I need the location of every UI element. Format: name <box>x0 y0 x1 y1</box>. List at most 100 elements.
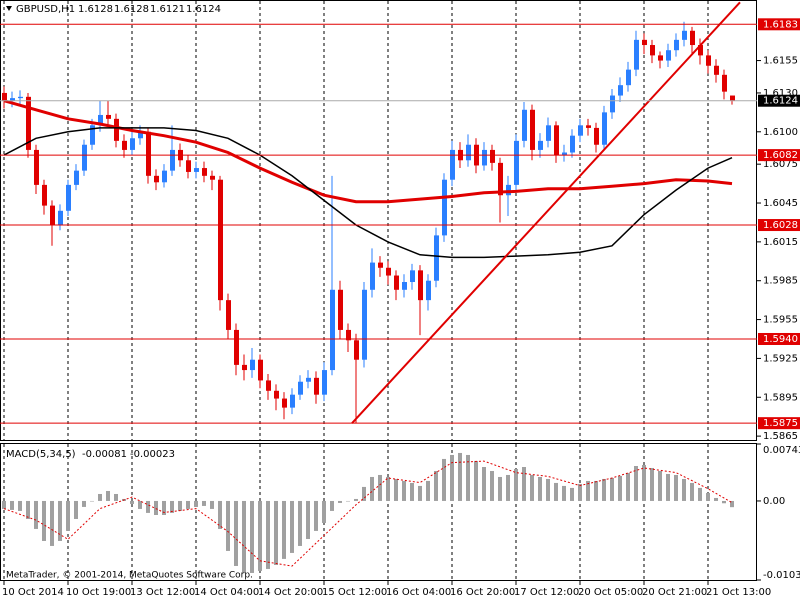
candle-body <box>290 394 295 408</box>
candle-body <box>530 109 535 150</box>
level-label-box <box>758 332 800 345</box>
x-tick-label: 20 Oct 05:00 <box>578 587 643 598</box>
macd-bar <box>450 454 454 501</box>
candle-body <box>602 112 607 145</box>
macd-bar <box>170 500 174 513</box>
candle-body <box>114 118 119 141</box>
macd-bar <box>330 500 334 511</box>
x-tick-label: 13 Oct 12:00 <box>130 587 195 598</box>
macd-signal-value: -0.00023 <box>130 449 175 460</box>
candle-body <box>570 135 575 153</box>
candle-body <box>370 262 375 290</box>
candle-body <box>130 138 135 150</box>
macd-bar <box>322 500 326 523</box>
macd-bar <box>690 482 694 501</box>
candle-body <box>618 85 623 96</box>
macd-bar <box>402 480 406 501</box>
moving-average <box>3 127 733 259</box>
candle-body <box>346 329 351 341</box>
macd-bar <box>522 466 526 501</box>
x-tick-label: 10 Oct 2014 <box>2 587 64 598</box>
macd-bar <box>378 474 382 501</box>
x-tick-label: 10 Oct 19:00 <box>66 587 131 598</box>
x-tick-label: 16 Oct 04:00 <box>386 587 451 598</box>
macd-bar <box>562 485 566 501</box>
macd-bar <box>298 500 302 546</box>
candle-body <box>594 127 599 145</box>
macd-bar <box>466 454 470 501</box>
macd-bar <box>226 500 230 551</box>
macd-bar <box>2 500 6 509</box>
candle-body <box>586 125 591 128</box>
y-tick-label: 1.5865 <box>763 431 798 442</box>
macd-bar <box>274 500 278 565</box>
macd-bar <box>50 500 54 546</box>
macd-bar <box>18 500 22 511</box>
candle-body <box>186 160 191 172</box>
candle-body <box>706 55 711 66</box>
macd-bar <box>458 452 462 501</box>
candle-body <box>538 140 543 150</box>
y-tick-label: 1.6100 <box>763 127 798 138</box>
macd-bar <box>90 500 94 502</box>
candle-body <box>234 329 239 365</box>
candle-body <box>698 45 703 56</box>
macd-bar <box>146 500 150 513</box>
macd-bar <box>210 500 214 509</box>
candle-body <box>578 125 583 136</box>
candle-body <box>658 55 663 61</box>
macd-bar <box>346 500 350 502</box>
candle-body <box>18 96 23 99</box>
candle-body <box>66 184 71 211</box>
macd-bar <box>362 486 366 501</box>
macd-bar <box>602 478 606 501</box>
macd-bar <box>554 482 558 501</box>
candle-body <box>74 170 79 185</box>
current-price-box <box>758 94 800 107</box>
macd-bar <box>386 476 390 501</box>
macd-bar <box>674 474 678 501</box>
candle-body <box>314 377 319 395</box>
macd-bar <box>306 500 310 539</box>
candle-body <box>330 289 335 371</box>
macd-bar <box>138 500 142 509</box>
y2-tick-label: 0.00743 <box>763 445 800 456</box>
candle-body <box>386 267 391 276</box>
macd-bar <box>546 478 550 501</box>
x-tick-label: 16 Oct 20:00 <box>450 587 515 598</box>
header-low: 1.6121 <box>150 4 185 15</box>
candle-body <box>354 340 359 360</box>
macd-bar <box>290 500 294 553</box>
header-high: 1.6128 <box>114 4 149 15</box>
macd-bar <box>666 473 670 501</box>
y-tick-label: 1.6045 <box>763 198 798 209</box>
candle-body <box>650 45 655 56</box>
candle-body <box>714 65 719 75</box>
level-label: 1.6082 <box>763 150 798 161</box>
candle-body <box>562 152 567 156</box>
macd-bar <box>682 478 686 501</box>
macd-bar <box>634 466 638 501</box>
candle-body <box>322 370 327 395</box>
macd-bar <box>82 500 86 507</box>
macd-bar <box>618 475 622 501</box>
menu-arrow <box>6 6 12 11</box>
macd-bar <box>218 500 222 529</box>
macd-bar <box>338 500 342 503</box>
macd-bar <box>242 500 246 573</box>
candle-body <box>274 390 279 399</box>
macd-bar <box>434 470 438 501</box>
candle-body <box>154 175 159 183</box>
macd-value: -0.00081 <box>82 449 127 460</box>
macd-bar <box>58 500 62 541</box>
macd-bar <box>106 490 110 501</box>
candle-body <box>98 114 103 126</box>
level-label-box <box>758 417 800 430</box>
candle-body <box>450 149 455 180</box>
macd-bar <box>714 497 718 501</box>
candle-body <box>266 380 271 391</box>
level-label-box <box>758 18 800 31</box>
macd-bar <box>394 478 398 501</box>
x-tick-label: 14 Oct 04:00 <box>194 587 259 598</box>
